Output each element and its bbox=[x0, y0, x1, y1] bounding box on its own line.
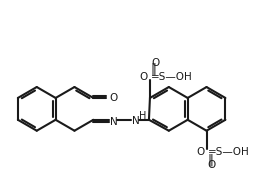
Text: H: H bbox=[139, 111, 146, 121]
Text: =S—OH: =S—OH bbox=[207, 147, 249, 157]
Text: O: O bbox=[196, 147, 205, 157]
Text: O: O bbox=[207, 161, 216, 171]
Text: O: O bbox=[109, 93, 118, 103]
Text: =S—OH: =S—OH bbox=[151, 72, 193, 82]
Text: ‖: ‖ bbox=[207, 153, 213, 166]
Text: O: O bbox=[140, 72, 148, 82]
Text: ‖: ‖ bbox=[151, 63, 157, 76]
Text: N: N bbox=[132, 116, 140, 126]
Text: O: O bbox=[151, 58, 159, 68]
Text: N: N bbox=[110, 117, 118, 127]
